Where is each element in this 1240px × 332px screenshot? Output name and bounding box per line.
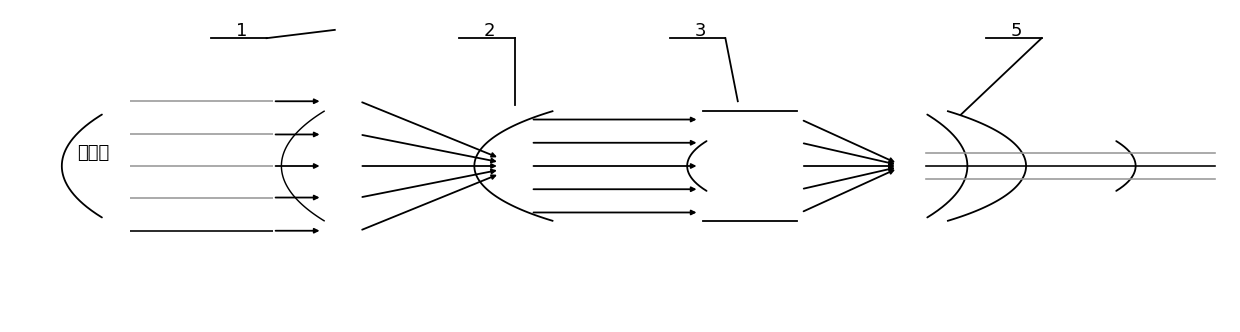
- Text: 1: 1: [236, 22, 248, 40]
- Text: 5: 5: [1011, 22, 1023, 40]
- Text: 3: 3: [694, 22, 707, 40]
- Text: 2: 2: [484, 22, 496, 40]
- Text: 太阳光: 太阳光: [77, 144, 109, 162]
